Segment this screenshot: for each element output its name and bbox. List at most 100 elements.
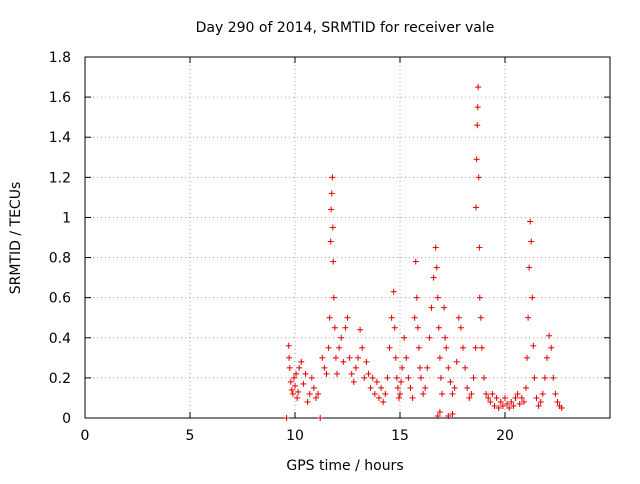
data-point	[470, 374, 477, 381]
y-tick-label: 0.2	[49, 371, 71, 387]
data-point	[495, 404, 502, 411]
chart-title: Day 290 of 2014, SRMTID for receiver val…	[196, 20, 495, 36]
data-point	[382, 390, 389, 397]
data-point	[424, 364, 431, 371]
data-point	[411, 314, 418, 321]
data-point	[430, 274, 437, 281]
data-point	[329, 174, 336, 181]
data-point	[409, 394, 416, 401]
data-point	[487, 398, 494, 405]
data-point	[348, 370, 355, 377]
data-point	[336, 344, 343, 351]
data-point	[292, 382, 298, 389]
data-point	[401, 334, 408, 341]
data-point	[428, 304, 435, 311]
data-point	[468, 390, 475, 397]
data-point	[544, 354, 550, 361]
data-point	[397, 390, 403, 397]
data-point	[523, 384, 529, 391]
data-point	[321, 364, 328, 371]
data-point	[539, 390, 546, 397]
data-point	[413, 294, 420, 301]
data-point	[457, 324, 464, 331]
data-point	[350, 378, 357, 385]
data-point	[395, 394, 402, 401]
data-point	[287, 378, 294, 385]
data-point	[359, 344, 366, 351]
axis-ticks: 0 5 10 15 20 0 0.2 0.4 0.6 0.8 1 1.2 1.4 1.6 1.8	[49, 50, 610, 444]
data-point	[510, 402, 517, 409]
x-tick-label: 10	[286, 428, 304, 444]
data-point	[295, 388, 302, 395]
y-tick-label: 0.8	[49, 251, 71, 267]
data-point	[432, 244, 439, 251]
data-point	[340, 358, 347, 365]
data-point	[380, 398, 387, 405]
data-point	[388, 314, 395, 321]
data-point	[286, 364, 293, 371]
data-point	[369, 374, 376, 381]
data-point	[355, 354, 361, 361]
data-point	[330, 258, 337, 265]
data-points	[283, 84, 565, 421]
x-tick-label: 0	[81, 428, 90, 444]
data-point	[473, 156, 480, 163]
data-point	[528, 238, 535, 245]
data-point	[317, 415, 324, 421]
data-point	[325, 344, 332, 351]
data-point	[477, 314, 484, 321]
data-point	[472, 344, 479, 351]
data-point	[433, 264, 440, 271]
data-point	[378, 384, 385, 391]
data-point	[327, 238, 334, 245]
data-point	[476, 294, 483, 301]
data-point	[485, 394, 492, 401]
data-point	[300, 380, 307, 387]
data-point	[529, 294, 536, 301]
data-point	[391, 324, 398, 331]
data-point	[373, 378, 380, 385]
data-point	[516, 400, 523, 407]
data-point	[508, 398, 515, 405]
data-point	[346, 354, 353, 361]
y-axis-label: SRMTID / TECUs	[8, 182, 24, 295]
data-point	[548, 344, 555, 351]
data-point	[393, 374, 400, 381]
data-point	[506, 404, 513, 411]
y-tick-label: 1.2	[49, 170, 71, 186]
data-point	[552, 390, 559, 397]
data-point	[550, 374, 557, 381]
data-point	[412, 258, 419, 265]
data-point	[302, 370, 309, 377]
data-point	[512, 394, 519, 401]
data-point	[474, 122, 481, 129]
data-point	[537, 398, 544, 405]
data-point	[285, 342, 292, 349]
data-point	[474, 104, 481, 111]
x-tick-label: 20	[496, 428, 514, 444]
data-point	[332, 354, 339, 361]
data-point	[390, 288, 397, 295]
data-point	[554, 398, 561, 405]
data-point	[286, 354, 293, 361]
data-point	[298, 358, 305, 365]
data-point	[394, 384, 401, 391]
data-point	[420, 390, 427, 397]
y-tick-label: 0	[62, 411, 71, 427]
data-point	[414, 324, 421, 331]
data-point	[319, 354, 326, 361]
grid-lines	[85, 57, 610, 418]
data-point	[330, 294, 337, 301]
data-point	[442, 334, 449, 341]
data-point	[290, 374, 297, 381]
data-point	[526, 264, 533, 271]
y-tick-label: 1	[62, 210, 71, 226]
data-point	[455, 314, 462, 321]
data-point	[525, 314, 532, 321]
data-point	[363, 358, 370, 365]
data-point	[308, 374, 315, 381]
data-point	[497, 398, 504, 405]
data-point	[283, 415, 290, 421]
